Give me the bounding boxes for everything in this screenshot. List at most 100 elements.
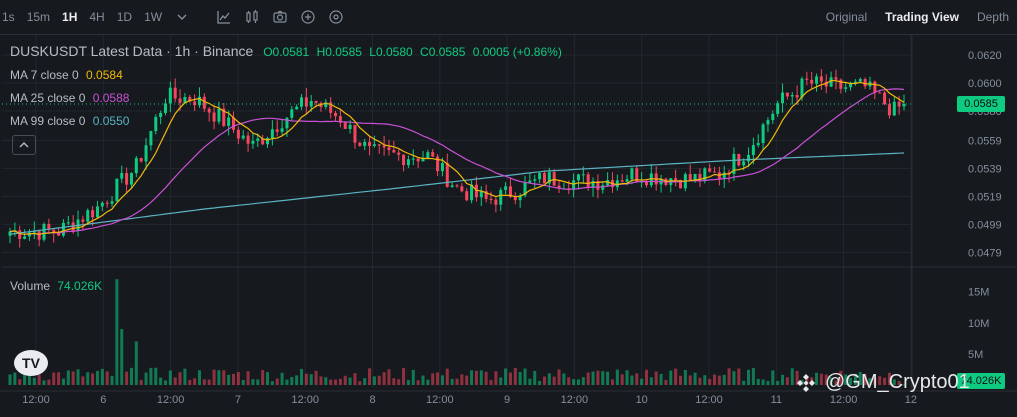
volume-bar [781,374,785,385]
volume-bar [426,379,430,385]
volume-bar [436,372,440,385]
volume-bar [144,372,148,385]
volume-bar [630,375,634,385]
volume-bar [664,379,668,385]
candle-body [411,158,415,160]
candle-body [115,178,119,202]
candle-body [23,236,27,239]
volume-bar [892,379,896,385]
add-icon[interactable] [297,6,319,28]
candle-body [300,97,304,107]
candle-body [581,174,585,176]
volume-bar [368,368,372,385]
current-price-badge: 0.0585 [957,96,1005,112]
volume-legend: Volume 74.026K [10,279,102,293]
time-axis-label: 7 [235,394,241,406]
settings-icon[interactable] [325,6,347,28]
volume-bar [839,370,843,385]
camera-icon[interactable] [269,6,291,28]
candle-body [732,153,736,174]
volume-bar [91,373,95,385]
candle-body [606,180,610,186]
time-axis-label: 12:00 [22,394,50,406]
volume-bar [902,384,906,386]
volume-bar [829,377,833,385]
chart-legend: DUSKUSDT Latest Data · 1h · Binance O0.0… [10,43,566,59]
candle-body [377,144,381,146]
volume-bar [518,372,522,385]
volume-bar [460,374,464,385]
low-value: L0.0580 [369,45,413,59]
high-value: H0.0585 [316,45,362,59]
volume-bar [751,367,755,385]
ma99-value: 0.0550 [92,114,130,128]
price-chart[interactable]: 0.06200.06000.05800.05590.05390.05190.04… [0,35,1017,417]
candle-body [270,129,274,139]
candle-body [212,112,216,122]
volume-bar [421,375,425,385]
volume-bar [431,373,435,385]
volume-bar [513,368,517,385]
volume-bar [227,374,231,385]
candle-body [839,79,843,89]
timeframe-1d[interactable]: 1D [116,10,133,24]
collapse-legend-button[interactable] [12,135,36,155]
view-original[interactable]: Original [825,10,868,24]
candle-body [504,186,508,190]
symbol-title: DUSKUSDT Latest Data · 1h · Binance [10,43,254,59]
volume-bar [465,375,469,385]
timeframe-dropdown-icon[interactable] [171,6,193,28]
candle-body [32,231,36,233]
view-depth[interactable]: Depth [976,10,1009,24]
volume-bar [790,368,794,385]
candle-body [105,202,109,204]
candle-body [402,154,406,166]
candle-body [557,185,561,189]
candle-body [193,101,197,106]
ma7-value: 0.0584 [86,68,123,82]
volume-bar [873,377,877,385]
chart-type-icon[interactable] [241,6,263,28]
candle-body [698,173,702,181]
price-axis-label: 0.0479 [968,247,1002,259]
view-trading-view[interactable]: Trading View [885,10,959,24]
candle-body [508,186,512,198]
candle-body [688,174,692,181]
chart-area[interactable]: 0.0620 0.0600 0.0580 0.0559 0.0539 0.0519 0.04… [0,34,1017,417]
candle-body [625,179,629,182]
timeframe-1h[interactable]: 1H [62,10,78,24]
volume-bar [13,372,17,385]
tradingview-logo-icon[interactable]: TV [14,350,48,376]
volume-bar [776,380,780,385]
volume-bar [887,372,891,385]
candle-body [742,161,746,166]
volume-bar [722,374,726,385]
volume-bar [309,374,313,385]
candle-body [285,117,289,129]
candle-body [897,101,901,107]
candle-body [615,180,619,188]
volume-bar [411,369,415,385]
volume-bar [581,377,585,385]
ma25-label: MA 25 close 0 [10,91,86,105]
timeframe-15m[interactable]: 15m [26,10,51,24]
candle-body [261,138,265,145]
volume-bar [795,370,799,385]
timeframe-1w[interactable]: 1W [144,10,163,24]
candle-body [484,191,488,199]
candle-body [572,180,576,190]
candle-body [42,223,46,240]
volume-bar [868,378,872,385]
volume-bar [66,370,70,385]
candle-body [251,140,255,144]
volume-bar [547,373,551,385]
volume-bar [538,380,542,385]
volume-bar [27,373,31,385]
timeframe-4h[interactable]: 4H [89,10,105,24]
volume-bar [785,377,789,385]
candle-body [397,152,401,155]
volume-bar [81,376,85,385]
timeframe-1s[interactable]: 1s [2,10,15,24]
indicators-icon[interactable] [213,6,235,28]
candle-body [266,138,270,145]
